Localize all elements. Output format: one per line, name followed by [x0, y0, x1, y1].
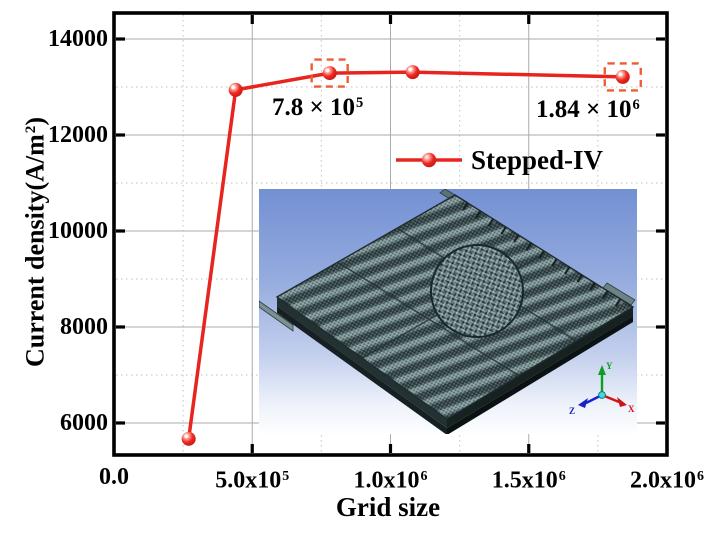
x-tick-label: 1.0x106	[316, 463, 466, 495]
channel-end-mark	[513, 234, 520, 243]
tick-superscript: 6	[558, 469, 566, 484]
channel-end-mark	[576, 274, 583, 283]
tick-text: 1.0x10	[353, 467, 420, 494]
plate-base-face	[447, 316, 633, 434]
data-point-marker	[615, 69, 630, 84]
plate-side-face	[447, 307, 633, 428]
left-manifold-rail	[259, 300, 294, 332]
annotation-grid-7.8e5: 7.8 × 105	[272, 94, 363, 122]
y-axis-title: Current density(A/m2)	[14, 72, 50, 412]
annotation-superscript: 5	[356, 95, 364, 112]
data-point-glint	[325, 68, 330, 73]
y-tick-label: 6000	[28, 408, 108, 438]
annotation-grid-1.84e6: 1.84 × 106	[536, 96, 640, 124]
triad-z-label: Z	[569, 406, 575, 416]
channel-end-mark	[500, 226, 507, 235]
tick-text: 14000	[48, 26, 108, 52]
annotation-text: 1.84 × 10	[536, 96, 632, 123]
tick-text: 0.0	[99, 464, 129, 490]
data-point-marker	[322, 66, 337, 81]
annotation-superscript: 6	[632, 97, 640, 114]
legend-marker	[396, 152, 462, 168]
channel-end-mark	[614, 298, 622, 307]
data-point-marker	[228, 82, 243, 97]
channel-end-mark	[564, 266, 571, 275]
tick-text: 10000	[48, 218, 108, 244]
y-axis-title-close: )	[20, 117, 50, 126]
triad-y-arrowhead	[598, 365, 606, 375]
y-tick-label: 8000	[28, 312, 108, 342]
x-tick-label: 0.0	[39, 463, 189, 491]
triad-y-label: Y	[606, 361, 613, 371]
channel-end-mark	[602, 290, 609, 299]
legend-point-sample	[421, 152, 437, 168]
tick-text: 6000	[60, 409, 108, 436]
mesh-plate: Y X Z	[259, 189, 636, 434]
refinement-circle	[430, 244, 524, 338]
data-point-glint	[408, 67, 413, 72]
x-tick-label: 2.0x106	[592, 463, 712, 495]
plate-side-face	[277, 297, 447, 428]
plate-base-face	[277, 306, 447, 434]
triad-x-label: X	[628, 404, 635, 414]
x-axis-title: Grid size	[335, 492, 441, 522]
y-axis-title-superscript: 2	[23, 125, 39, 134]
y-tick-label: 12000	[28, 120, 108, 150]
plot-border	[112, 11, 669, 457]
tick-text: 8000	[60, 313, 108, 340]
x-tick-label: 1.5x106	[454, 463, 604, 495]
y-axis-title-text: Current density(A/m	[20, 134, 50, 367]
coordinate-triad: Y X Z	[569, 361, 635, 416]
data-point-glint	[231, 85, 236, 90]
data-point-marker	[181, 431, 196, 446]
y-tick-label: 10000	[28, 216, 108, 246]
channel-end-marks	[462, 202, 622, 307]
highlight-box	[603, 62, 642, 92]
legend-label: Stepped-IV	[471, 144, 604, 175]
channel-end-mark	[462, 202, 469, 211]
tick-superscript: 6	[697, 469, 704, 484]
tick-text: 1.5x10	[491, 467, 558, 494]
channel-end-mark	[525, 242, 533, 251]
data-point-marker	[405, 65, 420, 80]
tick-text: 5.0x10	[215, 467, 282, 494]
channel-end-mark	[589, 282, 596, 291]
tick-text: 12000	[48, 122, 108, 148]
plate-outline	[275, 194, 635, 420]
data-point-glint	[184, 434, 189, 439]
data-point-glint	[618, 72, 623, 77]
legend: Stepped-IV	[394, 144, 603, 176]
highlight-box	[310, 58, 349, 88]
channel-end-mark	[538, 250, 545, 259]
channel-end-mark	[551, 258, 558, 267]
triad-x-arrowhead	[617, 397, 627, 407]
channel-end-mark	[487, 218, 494, 227]
x-tick-label: 5.0x105	[177, 463, 327, 495]
triad-origin-ball	[598, 391, 606, 399]
mesh-plate-graphic: Y X Z	[259, 189, 636, 434]
tick-superscript: 6	[420, 469, 428, 484]
channel-end-mark	[475, 210, 482, 219]
tick-text: 2.0x10	[630, 467, 697, 494]
tick-superscript: 5	[282, 469, 290, 484]
triad-z-arrowhead	[578, 398, 588, 408]
y-tick-label: 14000	[28, 24, 108, 54]
annotation-text: 7.8 × 10	[272, 94, 355, 121]
mesh-inset-image: Y X Z	[259, 189, 637, 434]
